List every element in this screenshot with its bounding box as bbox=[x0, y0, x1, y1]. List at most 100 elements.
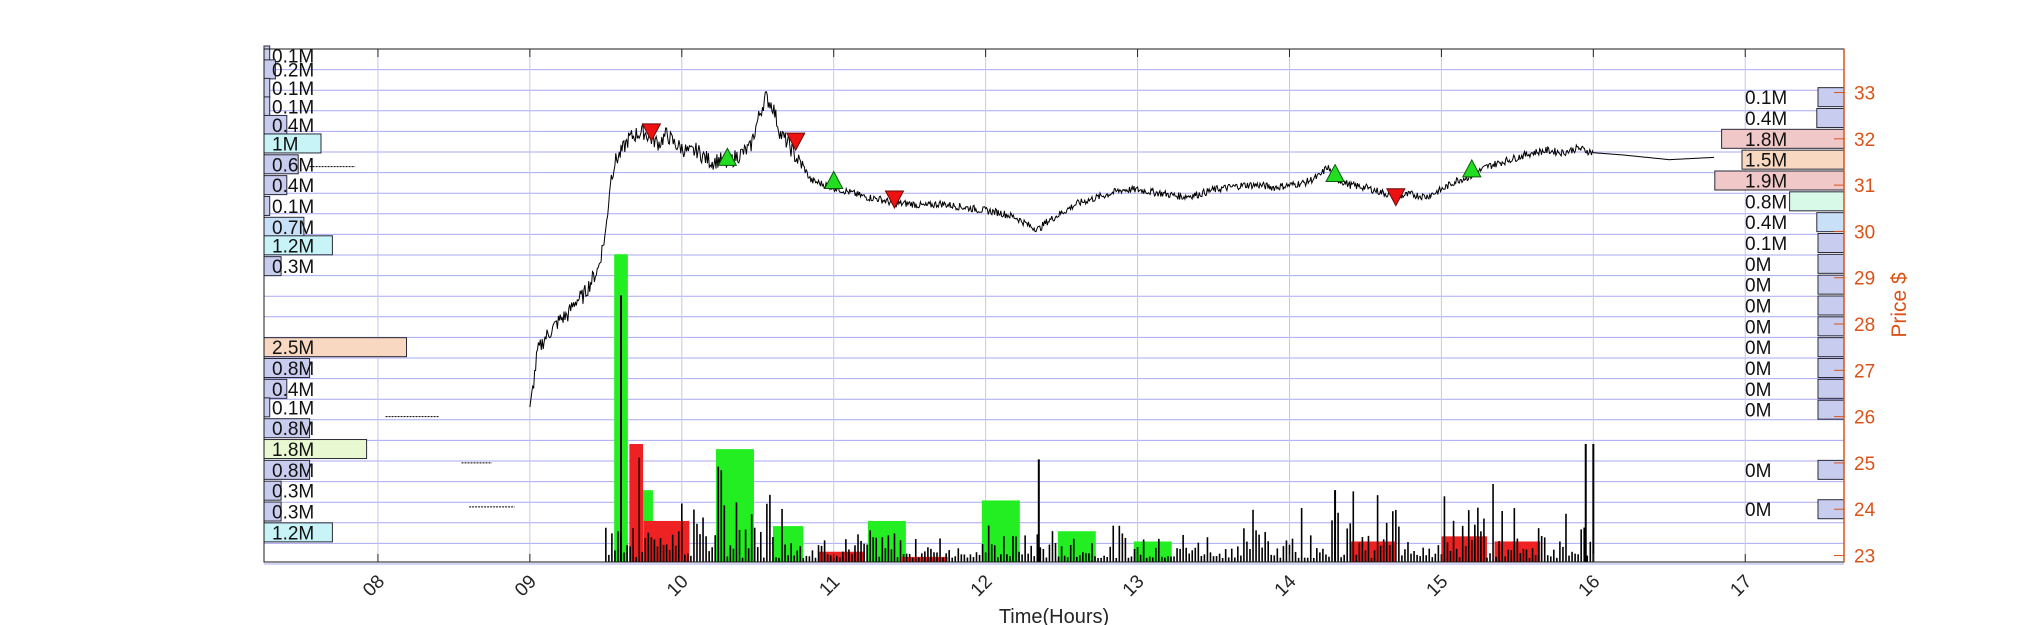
grid-layer bbox=[264, 48, 1844, 565]
right-profile-label: 1.9M bbox=[1745, 171, 1787, 192]
y-tick-label: 27 bbox=[1854, 361, 1875, 382]
price-line bbox=[529, 91, 1714, 408]
sell-signal-marker bbox=[641, 123, 662, 142]
sell-signal-marker bbox=[1385, 188, 1406, 207]
right-profile-label: 0M bbox=[1745, 380, 1771, 401]
left-profile-label: 0.7M bbox=[272, 218, 314, 239]
x-tick-label: 08 bbox=[359, 571, 389, 601]
price-series bbox=[309, 91, 1714, 508]
sell-volume-bar bbox=[818, 551, 865, 562]
right-profile-label: 0.1M bbox=[1745, 234, 1787, 255]
y-tick-label: 33 bbox=[1854, 84, 1875, 105]
left-profile-label: 0.4M bbox=[272, 116, 314, 137]
left-profile-bar bbox=[263, 77, 271, 98]
y-tick-label: 26 bbox=[1854, 408, 1875, 429]
buy-volume-bar bbox=[981, 500, 1020, 562]
left-profile-label: 0.3M bbox=[272, 503, 314, 524]
left-profile-label: 0.1M bbox=[272, 97, 314, 118]
x-tick-label: 15 bbox=[1423, 571, 1453, 601]
right-profile-label: 0M bbox=[1745, 359, 1771, 380]
right-profile-bar bbox=[1817, 316, 1845, 337]
left-profile-label: 0.2M bbox=[272, 60, 314, 81]
x-tick-label: 13 bbox=[1119, 571, 1149, 601]
left-profile-label: 1.2M bbox=[272, 236, 314, 257]
buy-signal-marker bbox=[1325, 163, 1345, 183]
left-profile-label: 1.2M bbox=[272, 523, 314, 544]
right-profile-bar bbox=[1789, 191, 1845, 212]
right-profile-label: 0.8M bbox=[1745, 192, 1787, 213]
y-tick-label: 25 bbox=[1854, 454, 1875, 475]
left-profile-bar bbox=[263, 397, 271, 418]
x-tick-label: 09 bbox=[511, 571, 541, 601]
x-tick-label: 11 bbox=[815, 572, 844, 601]
x-tick-label: 16 bbox=[1575, 571, 1605, 601]
y-tick-label: 32 bbox=[1854, 130, 1875, 151]
right-profile-bar bbox=[1817, 295, 1845, 316]
left-profile-bar bbox=[263, 96, 271, 117]
right-profile-label: 0M bbox=[1745, 297, 1771, 318]
right-profile-bar bbox=[1817, 358, 1845, 379]
right-profile-bar bbox=[1817, 253, 1845, 274]
right-profile-label: 0M bbox=[1745, 255, 1771, 276]
right-profile-label: 0.4M bbox=[1745, 213, 1787, 234]
right-profile-label: 1.8M bbox=[1745, 130, 1787, 151]
right-profile-label: 0M bbox=[1745, 461, 1771, 482]
sell-volume-bar bbox=[1441, 536, 1487, 562]
x-tick-label: 14 bbox=[1271, 571, 1301, 601]
y-tick-label: 24 bbox=[1854, 500, 1876, 521]
right-profile-bar bbox=[1816, 107, 1845, 128]
right-profile-label: 0M bbox=[1745, 338, 1771, 359]
signal-markers bbox=[641, 123, 1482, 210]
left-profile-label: 0.1M bbox=[272, 197, 314, 218]
volume-bars bbox=[605, 254, 1595, 562]
left-profile-label: 0.8M bbox=[272, 419, 314, 440]
y-tick-label: 29 bbox=[1854, 269, 1875, 290]
right-profile-bar bbox=[1817, 337, 1845, 358]
right-profile-bar bbox=[1816, 212, 1845, 233]
left-profile-label: 0.3M bbox=[272, 257, 314, 278]
left-profile-label: 2.5M bbox=[272, 338, 314, 359]
x-axis-label: Time(Hours) bbox=[999, 606, 1109, 625]
x-tick-label: 17 bbox=[1726, 571, 1756, 601]
buy-volume-bar bbox=[715, 449, 754, 562]
left-profile-label: 0.1M bbox=[272, 79, 314, 100]
right-profile-bar bbox=[1817, 232, 1845, 253]
right-profile-label: 0M bbox=[1745, 401, 1771, 422]
left-profile-label: 0.3M bbox=[272, 482, 314, 503]
buy-signal-marker bbox=[823, 170, 844, 189]
y-tick-label: 23 bbox=[1854, 547, 1875, 568]
right-profile-label: 0M bbox=[1745, 317, 1771, 338]
left-profile-label: 1M bbox=[272, 134, 298, 155]
x-tick-label: 10 bbox=[663, 571, 693, 601]
right-profile-label: 1.5M bbox=[1745, 151, 1787, 172]
right-profile-bar bbox=[1817, 87, 1845, 108]
right-profile-label: 0M bbox=[1745, 276, 1771, 297]
left-profile-label: 0.6M bbox=[272, 155, 314, 176]
right-volume-profile: 0.1M0.4M1.8M1.5M1.9M0.8M0.4M0.1M0M0M0M0M… bbox=[1714, 87, 1845, 521]
left-profile-bar bbox=[263, 195, 271, 216]
sell-signal-marker bbox=[785, 132, 806, 152]
y-tick-label: 31 bbox=[1854, 176, 1875, 197]
right-profile-label: 0.4M bbox=[1745, 109, 1787, 130]
left-volume-profile: 0.1M0.2M0.1M0.1M0.4M1M0.6M0.4M0.1M0.7M1.… bbox=[263, 45, 407, 544]
buy-signal-marker bbox=[717, 147, 738, 166]
left-profile-label: 0.1M bbox=[272, 398, 314, 419]
left-profile-label: 1.8M bbox=[272, 440, 314, 461]
left-profile-label: 0.8M bbox=[272, 461, 314, 482]
sell-volume-bar bbox=[629, 444, 644, 562]
right-profile-bar bbox=[1817, 378, 1845, 399]
y-axis-label: Price $ bbox=[1888, 272, 1911, 338]
plot-frame bbox=[263, 48, 1845, 563]
right-profile-label: 0M bbox=[1745, 500, 1771, 521]
x-tick-label: 12 bbox=[967, 571, 997, 601]
left-profile-label: 0.4M bbox=[272, 380, 314, 401]
left-profile-label: 0.1M bbox=[272, 46, 314, 67]
right-profile-label: 0.1M bbox=[1745, 88, 1787, 109]
buy-volume-bar bbox=[867, 520, 906, 562]
buy-signal-marker bbox=[1461, 158, 1482, 178]
y-tick-label: 28 bbox=[1854, 315, 1875, 336]
sell-signal-marker bbox=[884, 190, 905, 210]
left-profile-label: 0.4M bbox=[272, 176, 314, 197]
y-tick-label: 30 bbox=[1854, 222, 1875, 243]
